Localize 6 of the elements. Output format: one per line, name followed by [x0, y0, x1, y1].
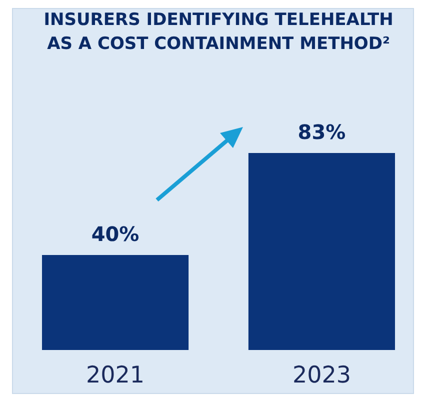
data-label: 83%	[298, 120, 346, 144]
x-tick-label: 2021	[86, 362, 145, 388]
x-tick-label: 2023	[292, 362, 351, 388]
text: INSURERS IDENTIFYING TELEHEALTH	[44, 10, 394, 30]
data-label: 40%	[91, 222, 140, 246]
text: AS A COST CONTAINMENT METHOD²	[47, 34, 390, 54]
